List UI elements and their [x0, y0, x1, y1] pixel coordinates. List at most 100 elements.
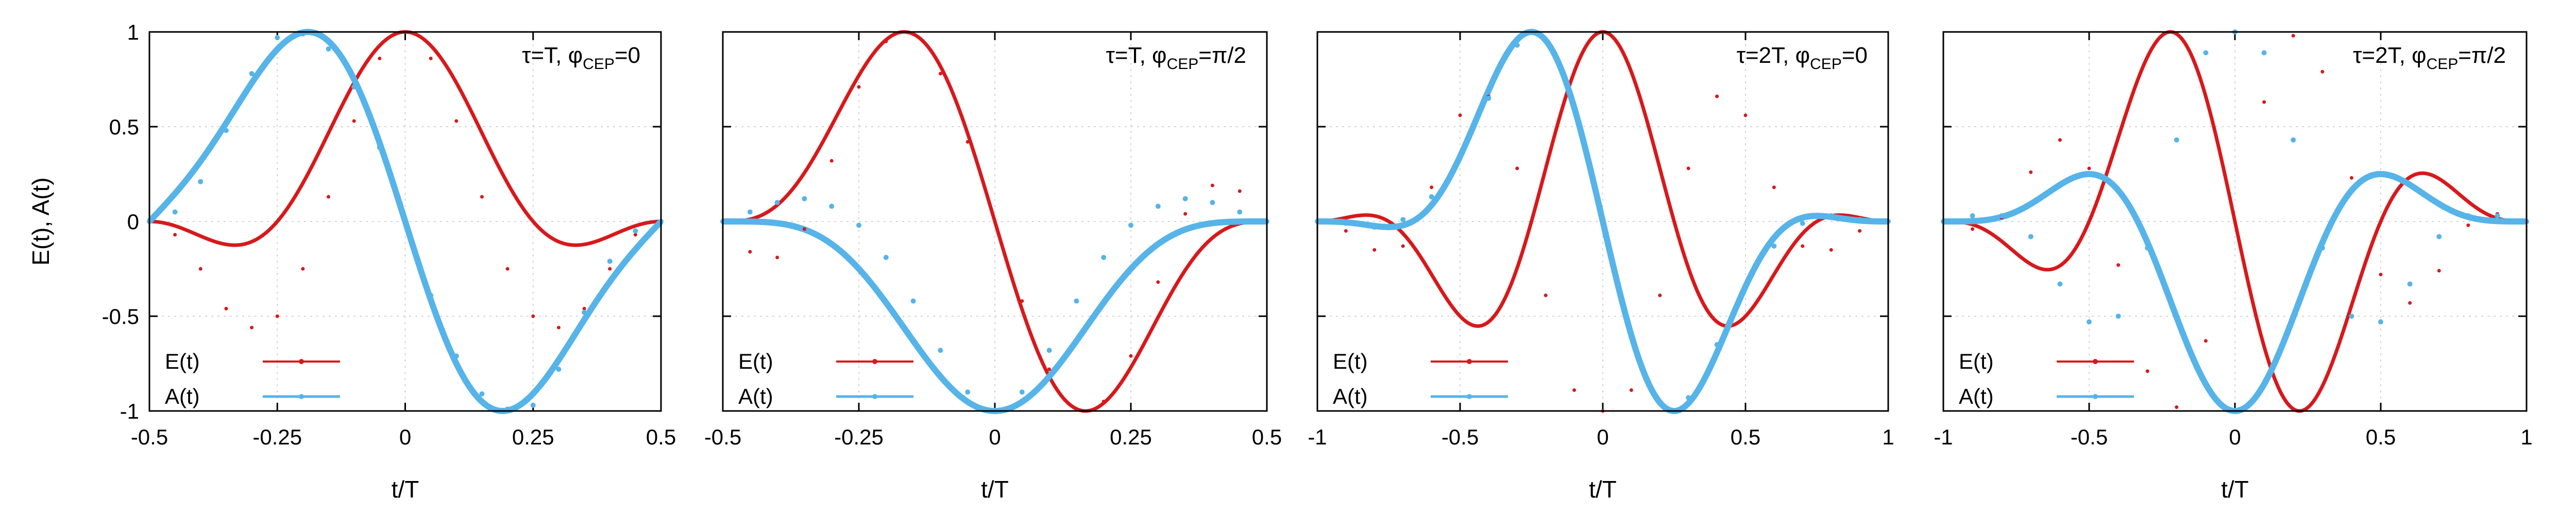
- data-point: [2028, 234, 2033, 239]
- data-point: [1210, 200, 1215, 205]
- data-point: [1372, 248, 1377, 252]
- x-tick-label: 1: [2520, 425, 2532, 449]
- x-axis-label: t/T: [1589, 476, 1617, 503]
- data-point: [1600, 219, 1605, 224]
- data-point: [1743, 285, 1748, 290]
- data-point: [829, 159, 834, 163]
- y-tick-label: 0: [127, 210, 139, 234]
- data-point: [1074, 298, 1079, 304]
- x-tick-label: 0.5: [1731, 425, 1760, 449]
- legend-label: A(t): [1959, 384, 1994, 408]
- data-point: [1129, 354, 1133, 358]
- data-point: [2261, 50, 2267, 56]
- panel-title: τ=2T, φCEP=π/2: [2353, 43, 2506, 73]
- legend-marker: [872, 359, 877, 364]
- data-point: [1629, 334, 1634, 340]
- data-point: [2233, 219, 2237, 224]
- data-point: [802, 196, 807, 201]
- data-point: [556, 325, 561, 330]
- legend-marker: [1467, 359, 1472, 364]
- data-point: [2378, 319, 2383, 325]
- data-point: [1828, 213, 1834, 218]
- x-tick-label: 0: [2229, 425, 2241, 449]
- data-point: [1658, 294, 1662, 298]
- x-tick-label: -0.5: [2071, 425, 2108, 449]
- panel-4: -1 -0.5 0 0.5 1 t/T τ=2T, φCEP=π/2 E(t) A(t): [1934, 29, 2533, 503]
- data-point: [2204, 339, 2208, 343]
- data-point: [2437, 269, 2441, 273]
- x-tick-label: 0: [989, 425, 1001, 449]
- data-point: [2495, 213, 2500, 218]
- data-point: [2349, 314, 2354, 319]
- x-tick-label: -0.25: [834, 425, 884, 449]
- data-point: [352, 119, 356, 123]
- legend-marker: [1467, 394, 1472, 399]
- data-point: [2320, 70, 2325, 74]
- data-point: [480, 195, 484, 199]
- data-point: [1371, 225, 1377, 230]
- data-point: [1714, 342, 1720, 348]
- panel-title: τ=2T, φCEP=0: [1737, 43, 1868, 73]
- legend-marker: [872, 394, 877, 399]
- data-point: [1183, 212, 1188, 216]
- y-tick-label: 1: [127, 20, 139, 44]
- data-point: [1772, 185, 1776, 190]
- data-point: [802, 227, 806, 231]
- data-point: [1401, 244, 1405, 248]
- data-point: [1829, 248, 1833, 252]
- data-point: [1101, 254, 1107, 260]
- data-point: [531, 314, 535, 318]
- data-point: [505, 267, 510, 271]
- data-point: [1074, 407, 1078, 411]
- data-point: [1629, 388, 1633, 392]
- data-point: [479, 391, 485, 397]
- data-point: [377, 145, 382, 150]
- x-tick-label: 0: [399, 425, 411, 449]
- data-point: [1019, 389, 1025, 395]
- data-point: [1572, 388, 1577, 392]
- data-point: [2465, 213, 2471, 218]
- data-point: [1858, 229, 1862, 233]
- legend-marker: [2093, 394, 2098, 399]
- data-point: [1344, 229, 1348, 233]
- legend-marker: [299, 394, 304, 399]
- x-tick-label: -0.5: [704, 425, 741, 449]
- data-point: [2408, 301, 2412, 305]
- x-tick-label: 1: [1882, 425, 1894, 449]
- data-point: [454, 119, 459, 123]
- x-tick-label: -0.5: [131, 425, 168, 449]
- y-tick-label: -0.5: [102, 304, 139, 329]
- data-point: [774, 200, 780, 205]
- data-point: [582, 310, 587, 315]
- data-point: [856, 222, 861, 228]
- data-point: [2466, 223, 2470, 227]
- data-point: [2262, 100, 2266, 104]
- data-point: [965, 389, 971, 395]
- data-point: [857, 85, 861, 89]
- x-tick-label: 0.25: [1110, 425, 1152, 449]
- data-point: [884, 39, 888, 43]
- data-point: [1458, 113, 1462, 117]
- data-point: [608, 267, 612, 271]
- legend-label: E(t): [165, 349, 200, 373]
- legend-label: E(t): [1959, 349, 1994, 373]
- data-point: [556, 367, 562, 372]
- data-point: [428, 293, 434, 298]
- x-axis-label: t/T: [2221, 476, 2249, 503]
- x-tick-label: 0: [1597, 425, 1608, 449]
- plot-frame: [722, 31, 1268, 412]
- legend-label: A(t): [165, 384, 200, 408]
- panel-3: -1 -0.5 0 0.5 1 t/T τ=2T, φCEP=0 E(t) A(t): [1308, 29, 1894, 503]
- data-point: [1686, 395, 1691, 401]
- panel-title: τ=T, φCEP=π/2: [1106, 43, 1247, 73]
- data-point: [1020, 299, 1024, 303]
- data-point: [1515, 166, 1519, 170]
- data-point: [2407, 281, 2413, 287]
- data-point: [2174, 137, 2179, 143]
- data-point: [2203, 50, 2209, 56]
- data-point: [198, 179, 204, 184]
- data-point: [747, 209, 753, 215]
- x-tick-label: -1: [1308, 425, 1327, 449]
- x-tick-label: 0.25: [512, 425, 554, 449]
